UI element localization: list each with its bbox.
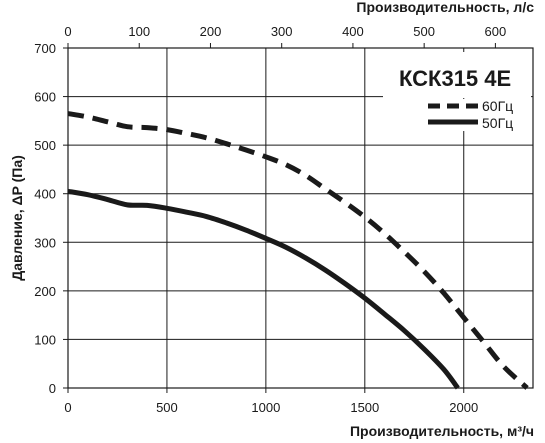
legend-label-50hz: 50Гц (482, 115, 513, 131)
title-backdrop (383, 52, 531, 98)
x2-tick-label: 600 (485, 24, 507, 39)
y-tick-label: 500 (34, 138, 56, 153)
x2-tick-label: 0 (64, 24, 71, 39)
grid-layer (68, 48, 533, 388)
legend: 60Гц 50Гц (415, 98, 531, 131)
y-axis-title: Давление, ΔP (Па) (9, 155, 25, 281)
y-tick-label: 400 (34, 187, 56, 202)
y-tick-label: 100 (34, 332, 56, 347)
y-tick-label: 200 (34, 284, 56, 299)
x2-tick-label: 400 (342, 24, 364, 39)
legend-label-60hz: 60Гц (482, 98, 513, 114)
x2-tick-label: 200 (200, 24, 222, 39)
ticks-layer: 0 100 200 300 400 500 600 700 0 500 1000 1500 2000 0 1… (34, 24, 506, 415)
x-tick-label: 0 (64, 400, 71, 415)
y-tick-label: 0 (49, 381, 56, 396)
x-tick-label: 2000 (449, 400, 478, 415)
x2-tick-label: 100 (128, 24, 150, 39)
y-tick-label: 300 (34, 235, 56, 250)
y-tick-label: 700 (34, 41, 56, 56)
x-tick-label: 1500 (350, 400, 379, 415)
plot-frame (67, 47, 534, 389)
y-tick-label: 600 (34, 90, 56, 105)
x2-axis-title: Производительность, л/с (356, 0, 534, 15)
x2-tick-label: 300 (271, 24, 293, 39)
series-line-50hz (67, 188, 460, 390)
series-layer (67, 111, 529, 390)
series-line-60hz (67, 111, 529, 390)
x-axis-title: Производительность, м³/ч (350, 423, 534, 439)
x-tick-label: 500 (156, 400, 178, 415)
x-tick-label: 1000 (251, 400, 280, 415)
chart-title: КСК315 4Е (399, 66, 511, 91)
x2-tick-label: 500 (413, 24, 435, 39)
